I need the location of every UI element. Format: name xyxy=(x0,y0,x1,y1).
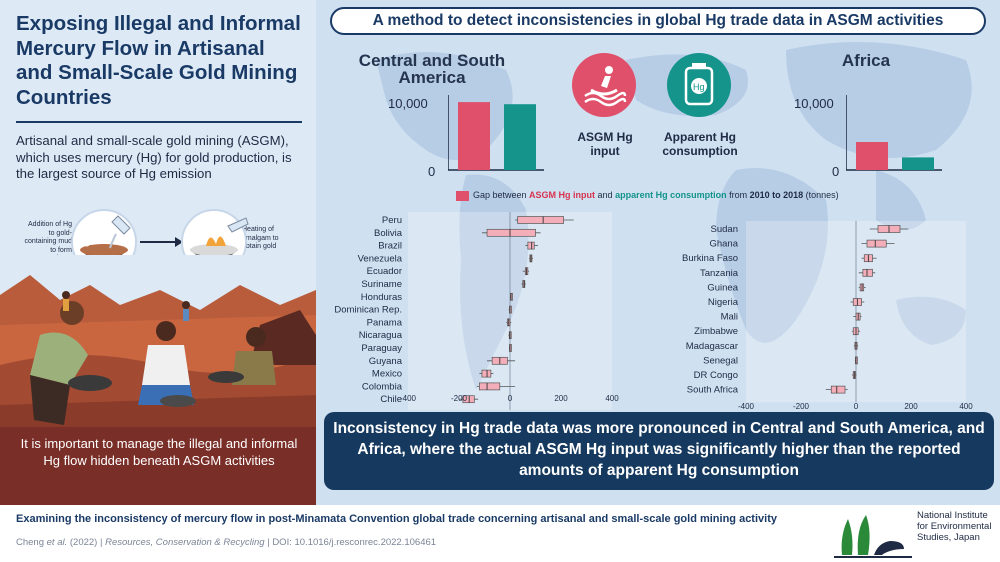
africa-box-label-11: South Africa xyxy=(687,385,739,396)
title-divider xyxy=(16,121,302,123)
africa-box-label-10: DR Congo xyxy=(694,370,738,381)
africa-box-label-3: Tanzania xyxy=(700,268,739,279)
asgm-input-icon xyxy=(572,53,636,117)
bar-ytick-top-americas: 10,000 xyxy=(388,96,428,111)
americas-box-label-12: Mexico xyxy=(372,369,402,380)
africa-box-box-1 xyxy=(866,239,887,248)
apparent-consumption-icon: Hg xyxy=(667,53,731,117)
paper-title: Examining the inconsistency of mercury f… xyxy=(16,513,777,525)
americas-box-xtick-4: 400 xyxy=(605,394,619,403)
miner-middle xyxy=(138,321,196,407)
institute-name: National Institute for Environmental Stu… xyxy=(917,510,992,543)
apparent-consumption-caption: Apparent Hg consumption xyxy=(662,130,738,158)
americas-box-label-14: Chile xyxy=(380,394,402,405)
americas-box-label-4: Ecuador xyxy=(367,266,402,277)
africa-box-label-2: Burkina Faso xyxy=(682,253,738,264)
process-arrow-icon xyxy=(140,237,183,247)
africa-box-xtick-0: -400 xyxy=(738,402,755,411)
conclusion-box: Inconsistency in Hg trade data was more … xyxy=(324,412,994,490)
africa-box-label-4: Guinea xyxy=(707,282,738,293)
left-title: Exposing Illegal and Informal Mercury Fl… xyxy=(16,12,301,109)
americas-box-label-11: Guyana xyxy=(369,356,403,367)
americas-box-xtick-0: -400 xyxy=(400,394,417,403)
americas-box-label-7: Dominican Rep. xyxy=(334,305,402,316)
hg-label-1: Hg xyxy=(76,235,90,247)
americas-box-box-7 xyxy=(509,305,512,314)
americas-box-label-9: Nicaragua xyxy=(359,330,403,341)
step2-note: Heating of amalgam to obtain gold xyxy=(242,226,279,250)
africa-box-xtick-3: 200 xyxy=(904,402,918,411)
mining-scene-illustration xyxy=(0,255,316,505)
africa-box-box-3 xyxy=(862,268,873,277)
right-panel: A method to detect inconsistencies in gl… xyxy=(316,0,1000,505)
americas-box-label-10: Paraguay xyxy=(361,343,402,354)
africa-box-xtick-1: -200 xyxy=(793,402,810,411)
americas-box-label-13: Colombia xyxy=(362,381,403,392)
bar-chart-africa xyxy=(846,95,942,171)
asgm-input-caption: ASGM Hg input xyxy=(577,130,633,158)
americas-box-box-14 xyxy=(462,395,475,404)
americas-box-box-0 xyxy=(517,216,564,224)
americas-box-box-13 xyxy=(479,382,501,391)
miner-right xyxy=(208,327,276,385)
africa-box-label-6: Mali xyxy=(721,312,738,323)
africa-box-box-11 xyxy=(830,385,846,394)
africa-box-label-7: Zimbabwe xyxy=(694,326,738,337)
distant-miners xyxy=(62,291,190,321)
hg-label-2: Hg xyxy=(188,227,202,239)
hg-symbol: Hg xyxy=(693,82,705,92)
americas-box-label-1: Bolivia xyxy=(374,228,403,239)
bar-chart-americas xyxy=(448,95,544,171)
legend-swatch xyxy=(456,190,469,201)
africa-box-label-8: Madagascar xyxy=(686,341,738,352)
africa-box-label-5: Nigeria xyxy=(708,297,739,308)
africa-bar-asgm-input xyxy=(856,142,888,170)
africa-box-xtick-2: 0 xyxy=(854,402,859,411)
americas-box-label-0: Peru xyxy=(382,215,402,226)
bar-ytick-top-africa: 10,000 xyxy=(794,96,834,111)
africa-box-label-1: Ghana xyxy=(709,239,738,250)
africa-bar-apparent-consumption xyxy=(902,157,934,170)
americas-box-label-2: Brazil xyxy=(378,241,402,252)
left-panel: Exposing Illegal and Informal Mercury Fl… xyxy=(0,0,316,505)
africa-box-label-0: Sudan xyxy=(711,224,738,235)
americas-bar-apparent-consumption xyxy=(504,104,536,170)
asgm-intro-text: Artisanal and small-scale gold mining (A… xyxy=(16,133,292,181)
americas-box-label-6: Honduras xyxy=(361,292,402,303)
chart-legend: Gap between ASGM Hg input and apparent H… xyxy=(456,190,896,201)
region-title-africa: Africa xyxy=(841,51,891,70)
africa-box-xtick-4: 400 xyxy=(959,402,973,411)
region-title-americas: Central and South America xyxy=(358,51,506,87)
americas-box-xtick-3: 200 xyxy=(554,394,568,403)
americas-box-label-3: Venezuela xyxy=(358,253,403,264)
americas-box-box-12 xyxy=(481,369,492,378)
method-title: A method to detect inconsistencies in gl… xyxy=(330,7,986,35)
americas-box-xtick-1: -200 xyxy=(451,394,468,403)
americas-box-box-6 xyxy=(510,292,513,301)
americas-box-box-10 xyxy=(509,344,512,352)
americas-box-xtick-2: 0 xyxy=(508,394,513,403)
americas-box-label-5: Suriname xyxy=(361,279,402,290)
miner-left xyxy=(30,301,112,425)
bar-ytick-zero-africa: 0 xyxy=(832,164,840,179)
bar-ytick-zero-americas: 0 xyxy=(428,164,436,179)
americas-box-box-2 xyxy=(527,241,535,250)
americas-box-box-1 xyxy=(486,228,536,237)
nies-logo-icon xyxy=(834,515,912,558)
americas-box-label-8: Panama xyxy=(367,317,403,328)
americas-bar-asgm-input xyxy=(458,102,490,170)
citation: Cheng et al. (2022) | Resources, Conserv… xyxy=(16,537,437,548)
management-message: It is important to manage the illegal an… xyxy=(20,436,298,468)
africa-box-label-9: Senegal xyxy=(703,355,738,366)
